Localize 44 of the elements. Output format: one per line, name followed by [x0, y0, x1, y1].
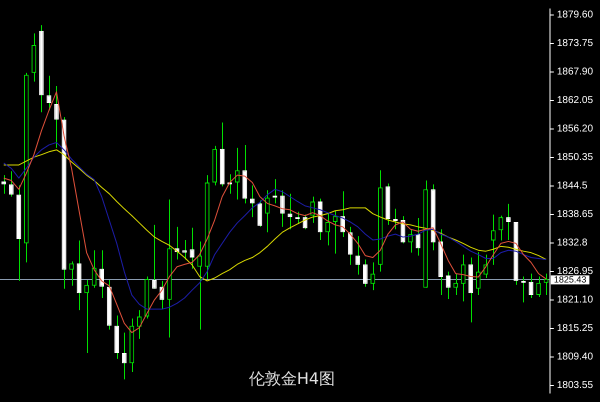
candlestick	[332, 210, 338, 254]
y-tick-label: 1838.65	[556, 209, 594, 220]
y-tick-label: 1844.5	[556, 180, 588, 192]
y-tick-label: 1867.90	[556, 66, 594, 78]
candlestick	[197, 240, 202, 330]
y-tick-label: 1815.25	[556, 323, 594, 334]
ref-line-label: 1825.43	[554, 274, 586, 284]
candlestick	[8, 170, 14, 198]
candlestick	[280, 190, 285, 228]
candlestick	[506, 203, 511, 240]
y-tick-label: 1850.35	[556, 152, 594, 164]
text: 伦敦金H4图	[248, 369, 336, 388]
candlestick	[362, 258, 368, 288]
candlestick	[355, 236, 360, 276]
y-tick-label: 1809.40	[556, 352, 594, 363]
y-tick-label: 1873.75	[556, 38, 594, 50]
candlestick	[528, 273, 534, 298]
candlestick	[416, 218, 420, 256]
candlestick	[446, 271, 451, 300]
candlestick	[54, 85, 59, 148]
candlestick	[152, 224, 157, 290]
candlestick	[288, 193, 292, 230]
candlestick	[1, 174, 6, 194]
candlestick	[258, 200, 262, 228]
candlestick	[182, 239, 187, 260]
candlestick	[46, 75, 52, 111]
candlestick	[137, 310, 142, 340]
candlestick	[69, 260, 74, 286]
candlestick	[491, 214, 496, 266]
candlestick	[498, 215, 504, 241]
candlestick	[536, 276, 541, 298]
y-tick-label: 1879.60	[556, 10, 594, 21]
candlestick	[325, 212, 330, 246]
candlestick	[122, 332, 127, 380]
candlestick	[250, 184, 255, 218]
candlestick	[370, 262, 376, 291]
y-tick-label: 1803.55	[556, 380, 594, 392]
candlestick	[544, 273, 548, 296]
y-tick-label: 1832.8	[556, 238, 588, 249]
candlestick	[190, 227, 194, 270]
y-tick-label: 1821.10	[556, 294, 594, 306]
y-tick-label: 1862.05	[556, 95, 594, 106]
y-tick-label: 1856.20	[556, 124, 594, 135]
candlestick	[84, 279, 89, 354]
